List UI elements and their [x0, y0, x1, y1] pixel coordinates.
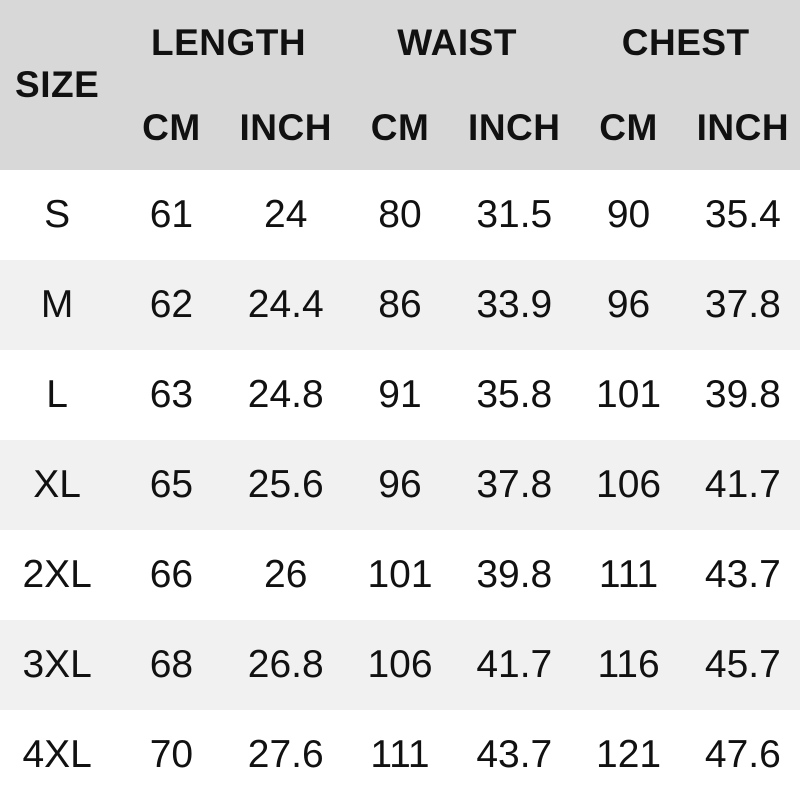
length-inch-value: 26.8	[247, 643, 324, 686]
length-inch-value: 27.6	[247, 733, 324, 776]
chest-inch-value: 39.8	[704, 373, 781, 416]
length-cm-value: 62	[149, 283, 194, 326]
size-label: 3XL	[22, 643, 92, 686]
length-inch-value: 25.6	[247, 463, 324, 506]
table-row-xl: XL 65 25.6 96 37.8 106 41.7	[0, 440, 800, 530]
chest-inch-value: 43.7	[704, 553, 781, 596]
waist-inch-value: 37.8	[476, 463, 553, 506]
header-group-chest: CHEST	[621, 21, 750, 63]
waist-inch-value: 33.9	[476, 283, 553, 326]
length-inch-value: 24	[264, 193, 308, 236]
header-unit-waist-inch: INCH	[468, 106, 561, 148]
chest-inch-value: 47.6	[704, 733, 781, 776]
waist-cm-value: 86	[378, 283, 422, 326]
size-label: 4XL	[22, 733, 92, 776]
header-unit-chest-cm: CM	[599, 106, 658, 148]
waist-cm-value: 111	[370, 733, 430, 776]
size-label: XL	[33, 463, 81, 506]
chest-cm-value: 106	[596, 463, 662, 506]
waist-inch-value: 35.8	[476, 373, 553, 416]
length-inch-value: 24.4	[247, 283, 324, 326]
header-unit-length-cm: CM	[142, 106, 201, 148]
waist-cm-value: 101	[367, 553, 433, 596]
length-cm-value: 63	[149, 373, 194, 416]
waist-cm-value: 96	[378, 463, 422, 506]
length-cm-value: 70	[149, 733, 194, 776]
chest-inch-value: 41.7	[704, 463, 781, 506]
chest-cm-value: 111	[598, 553, 659, 596]
table-row-s: S 61 24 80 31.5 90 35.4	[0, 170, 800, 260]
header-unit-waist-cm: CM	[370, 106, 430, 148]
waist-inch-value: 39.8	[476, 553, 553, 596]
table-row-4xl: 4XL 70 27.6 111 43.7 121 47.6	[0, 710, 800, 800]
size-chart-header: SIZE LENGTH WAIST CHEST CM INCH CM INCH …	[0, 0, 800, 170]
length-cm-value: 66	[149, 553, 194, 596]
header-unit-chest-inch: INCH	[696, 106, 790, 148]
length-inch-value: 26	[264, 553, 308, 596]
waist-cm-value: 91	[378, 373, 422, 416]
header-size: SIZE	[15, 64, 100, 105]
size-label: 2XL	[22, 553, 92, 596]
chest-cm-value: 121	[596, 733, 662, 776]
header-group-waist: WAIST	[397, 21, 517, 63]
table-row-2xl: 2XL 66 26 101 39.8 111 43.7	[0, 530, 800, 620]
header-group-length: LENGTH	[151, 21, 307, 63]
table-row-3xl: 3XL 68 26.8 106 41.7 116 45.7	[0, 620, 800, 710]
table-row-l: L 63 24.8 91 35.8 101 39.8	[0, 350, 800, 440]
waist-cm-value: 80	[378, 193, 422, 236]
size-label: S	[44, 193, 71, 236]
length-cm-value: 65	[149, 463, 194, 506]
table-row-m: M 62 24.4 86 33.9 96 37.8	[0, 260, 800, 350]
chest-inch-value: 45.7	[704, 643, 781, 686]
chest-cm-value: 90	[606, 193, 651, 236]
waist-inch-value: 31.5	[476, 193, 553, 236]
length-cm-value: 61	[149, 193, 194, 236]
chest-inch-value: 35.4	[704, 193, 781, 236]
size-label: L	[46, 373, 68, 416]
size-label: M	[40, 283, 74, 326]
size-chart-body: S 61 24 80 31.5 90 35.4 M 62 24.4 86 33.…	[0, 170, 800, 800]
waist-inch-value: 41.7	[476, 643, 553, 686]
waist-cm-value: 106	[367, 643, 433, 686]
chest-cm-value: 96	[606, 283, 651, 326]
length-inch-value: 24.8	[247, 373, 324, 416]
length-cm-value: 68	[149, 643, 194, 686]
chest-cm-value: 101	[596, 373, 662, 416]
chest-cm-value: 116	[597, 643, 660, 686]
header-unit-length-inch: INCH	[239, 106, 332, 148]
waist-inch-value: 43.7	[476, 733, 553, 776]
chest-inch-value: 37.8	[704, 283, 781, 326]
